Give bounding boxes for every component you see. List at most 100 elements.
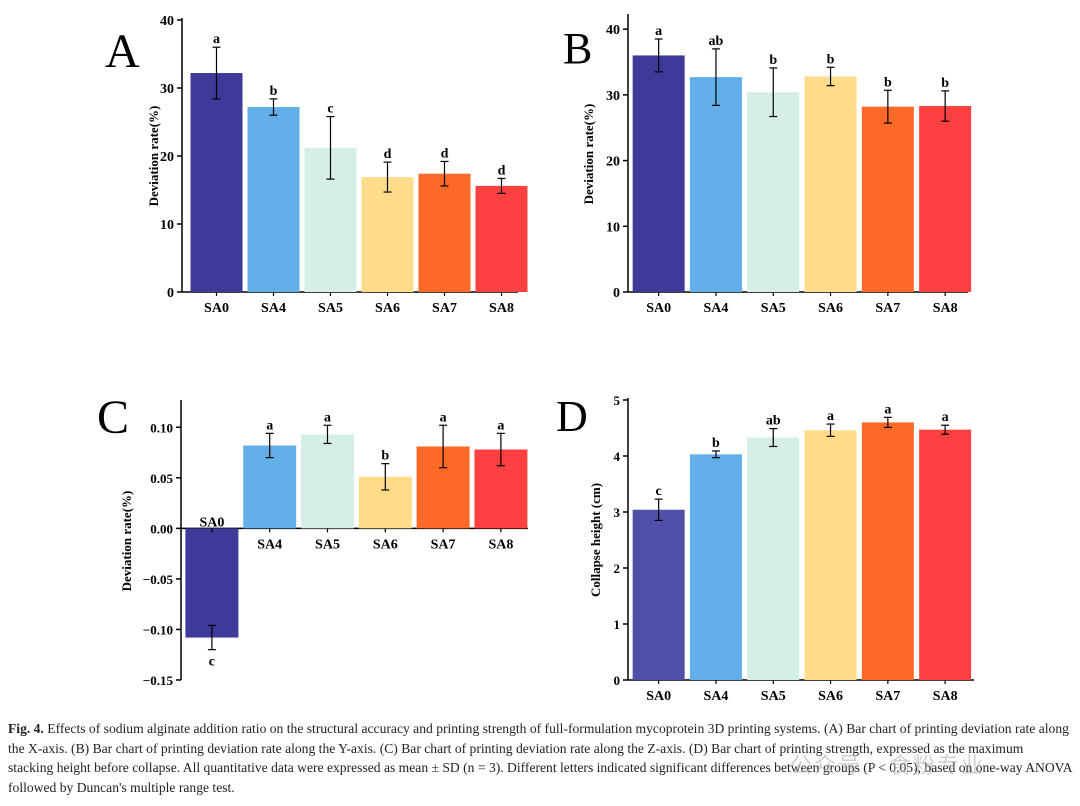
significance-letter: a — [497, 418, 504, 433]
x-tick-label: SA0 — [646, 301, 671, 316]
panel-label: D — [556, 392, 588, 441]
significance-letter: a — [440, 410, 447, 425]
x-tick-label: SA0 — [199, 515, 224, 530]
x-tick-label: SA6 — [818, 689, 843, 704]
caption-label: Fig. 4. — [8, 721, 44, 736]
y-tick-label: 20 — [160, 150, 174, 165]
x-tick-label: SA6 — [373, 537, 398, 552]
bar-sa8 — [919, 429, 972, 680]
x-tick-label: SA0 — [204, 301, 229, 316]
y-tick-label: 2 — [614, 561, 621, 576]
y-tick-label: −0.05 — [143, 572, 174, 587]
y-tick-label: 3 — [614, 505, 621, 520]
caption-text: Effects of sodium alginate addition rati… — [8, 721, 1072, 795]
bar-sa8 — [475, 185, 528, 292]
y-tick-label: 5 — [614, 393, 621, 408]
significance-letter: c — [327, 102, 333, 117]
significance-letter: b — [381, 449, 389, 464]
bar-sa5 — [301, 434, 354, 529]
y-tick-label: −0.10 — [143, 622, 173, 637]
significance-letter: b — [884, 75, 892, 90]
y-axis-label: Deviation rate(%) — [581, 104, 596, 205]
x-tick-label: SA5 — [761, 689, 786, 704]
x-tick-label: SA0 — [646, 689, 671, 704]
panel-d: D Collapse height (cm) 0 1 2 3 4 5 c SA0 b SA4 ab SA5… — [556, 392, 974, 704]
y-tick-label: −0.15 — [143, 673, 174, 688]
panel-label: B — [563, 24, 592, 73]
bar-sa6 — [804, 76, 857, 292]
bar-sa4 — [689, 77, 742, 292]
x-tick-label: SA7 — [875, 301, 900, 316]
significance-letter: a — [827, 409, 834, 424]
bar-sa0 — [190, 73, 243, 292]
y-tick-label: 0 — [614, 673, 621, 688]
y-tick-label: 10 — [606, 220, 620, 235]
bar-sa6 — [804, 430, 857, 680]
significance-letter: b — [270, 84, 278, 99]
x-tick-label: SA4 — [261, 301, 286, 316]
significance-letter: b — [941, 76, 949, 91]
bar-sa8 — [919, 106, 972, 293]
significance-letter: c — [209, 655, 215, 670]
panel-b: B Deviation rate(%) 0 10 20 30 40 a SA0 ab SA4 b SA5… — [563, 14, 972, 316]
panel-label: C — [97, 391, 129, 444]
significance-letter: d — [441, 146, 449, 161]
y-tick-label: 40 — [606, 23, 620, 38]
bar-sa7 — [861, 106, 914, 292]
significance-letter: ab — [766, 414, 781, 429]
bar-sa0 — [632, 509, 685, 680]
significance-letter: c — [656, 484, 662, 499]
watermark: 公众号 · 食粉专业 — [790, 754, 985, 779]
y-tick-label: 0.05 — [150, 471, 173, 486]
significance-letter: a — [655, 24, 662, 39]
y-tick-label: 20 — [606, 155, 620, 170]
significance-letter: b — [769, 53, 777, 68]
bar-sa4 — [247, 107, 300, 292]
y-tick-label: 1 — [614, 617, 621, 632]
x-tick-label: SA7 — [875, 689, 900, 704]
figure-caption: Fig. 4. Effects of sodium alginate addit… — [8, 719, 1072, 797]
significance-letter: a — [213, 32, 220, 47]
x-tick-label: SA8 — [933, 301, 958, 316]
y-tick-label: 10 — [160, 218, 174, 233]
x-tick-label: SA7 — [432, 301, 457, 316]
significance-letter: a — [324, 410, 331, 425]
significance-letter: ab — [709, 34, 724, 49]
x-tick-label: SA8 — [489, 301, 514, 316]
y-axis-label: Deviation rate(%) — [119, 491, 134, 592]
x-tick-label: SA5 — [315, 537, 340, 552]
x-tick-label: SA7 — [431, 537, 456, 552]
bar-sa6 — [361, 177, 414, 292]
x-tick-label: SA6 — [818, 301, 843, 316]
bar-sa0 — [185, 528, 239, 638]
panel-c: C Deviation rate(%) −0.15 −0.10 −0.05 0.00 0.0… — [97, 391, 528, 688]
x-tick-label: SA6 — [375, 301, 400, 316]
y-tick-label: 4 — [614, 449, 621, 464]
significance-letter: b — [712, 436, 720, 451]
x-tick-label: SA5 — [318, 301, 343, 316]
y-tick-label: 0 — [613, 286, 620, 301]
y-tick-label: 40 — [160, 14, 174, 29]
bar-sa7 — [861, 422, 914, 680]
x-tick-label: SA4 — [703, 689, 728, 704]
x-tick-label: SA5 — [761, 301, 786, 316]
y-tick-label: 30 — [606, 89, 620, 104]
bar-sa5 — [747, 92, 800, 292]
bar-sa4 — [243, 445, 297, 529]
x-tick-label: SA8 — [933, 689, 958, 704]
x-tick-label: SA4 — [703, 301, 728, 316]
y-axis-label: Deviation rate(%) — [146, 106, 161, 207]
significance-letter: a — [942, 410, 949, 425]
significance-letter: d — [384, 147, 392, 162]
bar-sa5 — [747, 437, 800, 680]
x-tick-label: SA8 — [488, 537, 513, 552]
bar-sa7 — [418, 173, 471, 292]
y-axis-label: Collapse height (cm) — [588, 483, 603, 597]
significance-letter: a — [884, 402, 891, 417]
x-tick-label: SA4 — [257, 537, 282, 552]
y-tick-label: 0.10 — [150, 420, 173, 435]
panel-label: A — [105, 25, 140, 78]
panel-a: A Deviation rate(%) 0 10 20 30 40 a SA0 b SA4 c SA5 d… — [105, 14, 528, 316]
y-tick-label: 0.00 — [150, 521, 173, 536]
